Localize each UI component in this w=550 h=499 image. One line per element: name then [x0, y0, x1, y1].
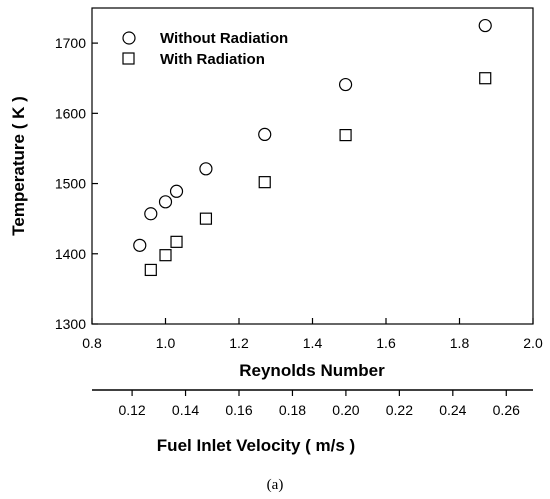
y-tick-label: 1300 [55, 316, 86, 332]
secondary-x-axis: 0.12 0.14 0.16 0.18 0.20 0.22 0.24 0.26 [92, 389, 533, 418]
x-axis-title: Reynolds Number [239, 361, 385, 380]
legend: Without Radiation With Radiation [122, 30, 288, 68]
secondary-x-tick-label: 0.22 [386, 402, 413, 418]
secondary-x-tick-label: 0.26 [493, 402, 520, 418]
point-without-radiation [158, 195, 173, 209]
x-axis: 0.8 1.0 1.2 1.4 1.6 1.8 2.0 [82, 318, 543, 351]
x-tick-label: 1.4 [303, 335, 323, 351]
secondary-x-tick-label: 0.14 [172, 402, 199, 418]
legend-marker-without-radiation [122, 31, 136, 45]
x-tick-label: 1.0 [156, 335, 176, 351]
y-axis: 1300 1400 1500 1600 1700 [55, 35, 98, 332]
point-with-radiation [159, 249, 172, 262]
point-with-radiation [479, 72, 492, 85]
point-without-radiation [338, 77, 353, 92]
point-without-radiation [478, 18, 492, 33]
x-tick-label: 2.0 [523, 335, 543, 351]
x-tick-label: 1.2 [229, 335, 249, 351]
y-tick-label: 1700 [55, 35, 86, 51]
point-without-radiation [199, 162, 213, 176]
point-with-radiation [170, 235, 183, 248]
legend-marker-with-radiation [122, 52, 135, 65]
point-with-radiation [144, 263, 157, 277]
point-with-radiation [339, 129, 352, 142]
plot-frame [91, 7, 534, 325]
point-with-radiation [258, 176, 271, 189]
y-tick-label: 1500 [55, 176, 86, 192]
secondary-x-tick-label: 0.12 [118, 402, 145, 418]
figure-caption: (a) [267, 477, 284, 493]
y-tick-label: 1600 [55, 105, 86, 121]
data-points [133, 18, 492, 277]
x-tick-label: 1.8 [450, 335, 470, 351]
y-axis-title: Temperature ( K ) [9, 96, 28, 236]
secondary-x-tick-label: 0.24 [439, 402, 466, 418]
secondary-x-tick-label: 0.18 [279, 402, 306, 418]
secondary-x-tick-label: 0.16 [225, 402, 252, 418]
x-tick-label: 0.8 [82, 335, 102, 351]
point-without-radiation [133, 238, 147, 252]
x-tick-label: 1.6 [376, 335, 396, 351]
legend-label-without-radiation: Without Radiation [160, 30, 288, 47]
point-without-radiation [144, 207, 158, 221]
point-with-radiation [199, 212, 213, 225]
secondary-x-tick-label: 0.20 [332, 402, 359, 418]
secondary-x-axis-title: Fuel Inlet Velocity ( m/s ) [157, 436, 355, 455]
y-tick-label: 1400 [55, 246, 86, 262]
legend-label-with-radiation: With Radiation [160, 51, 265, 68]
point-without-radiation [169, 184, 184, 198]
point-without-radiation [258, 127, 272, 141]
